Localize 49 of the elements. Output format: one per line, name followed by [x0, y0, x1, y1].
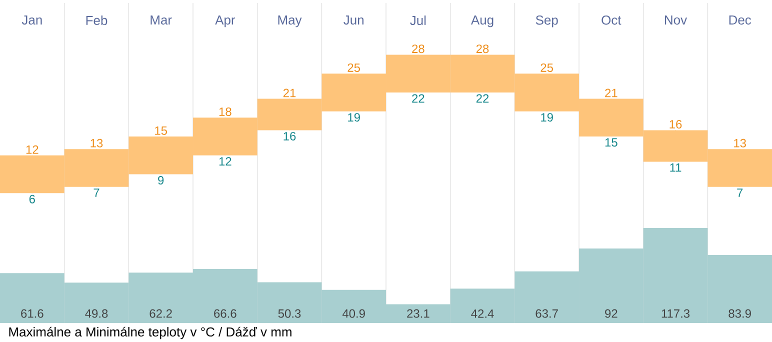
annotation: 16 [670, 120, 682, 129]
annotation: 28 [412, 44, 424, 54]
annotation: 25 [348, 63, 360, 72]
annotation: 15 [605, 138, 618, 147]
annotation: 9 [158, 176, 164, 184]
data-label: 117.3 [662, 309, 690, 318]
text: Maximálne a Minimálne teploty v °C / Dážď v mm [9, 326, 292, 340]
data-label: 50.3 [278, 309, 301, 318]
x-tick-label: Nov [665, 16, 688, 25]
data-label: 63.7 [536, 309, 558, 318]
data-label: 42.4 [471, 309, 494, 318]
annotation: 19 [541, 113, 553, 122]
annotation: 15 [155, 126, 168, 135]
annotation: 21 [605, 88, 618, 98]
x-tick-label: Jul [410, 16, 426, 26]
x-tick-label: Sep [536, 16, 558, 28]
x-tick-label: Aug [470, 16, 494, 28]
x-tick-label: Feb [86, 16, 108, 26]
annotation: 7 [737, 188, 743, 197]
annotation: 28 [476, 44, 489, 54]
annotation: 22 [476, 94, 489, 103]
annotation: 13 [90, 138, 103, 148]
annotation: 13 [734, 138, 746, 148]
annotation: 16 [284, 132, 296, 140]
annotation: 22 [412, 94, 424, 103]
x-tick-label: Jan [22, 16, 42, 25]
data-label: 23.1 [407, 309, 430, 318]
annotation: 7 [94, 188, 100, 197]
annotation: 6 [29, 194, 35, 204]
annotation: 19 [348, 113, 360, 122]
x-tick-label: Jun [344, 16, 364, 25]
x-tick-label: Mar [150, 16, 172, 25]
x-tick-label: Dec [729, 16, 752, 25]
x-tick-label: Oct [602, 16, 622, 25]
data-label: 92 [605, 309, 618, 318]
x-tick-label: Apr [215, 16, 236, 28]
annotation: 25 [540, 63, 554, 72]
annotation: 12 [26, 145, 38, 154]
annotation: 11 [670, 163, 682, 172]
data-label: 40.9 [342, 309, 365, 318]
annotation: 12 [219, 157, 232, 166]
annotation: 21 [283, 88, 296, 98]
x-tick-label: May [278, 16, 302, 28]
annotation: 18 [219, 107, 232, 116]
data-label: 66.6 [214, 309, 236, 318]
data-label: 49.8 [85, 309, 108, 318]
data-label: 83.9 [728, 309, 751, 318]
data-label: 62.2 [150, 309, 172, 318]
data-label: 61.6 [21, 309, 44, 318]
